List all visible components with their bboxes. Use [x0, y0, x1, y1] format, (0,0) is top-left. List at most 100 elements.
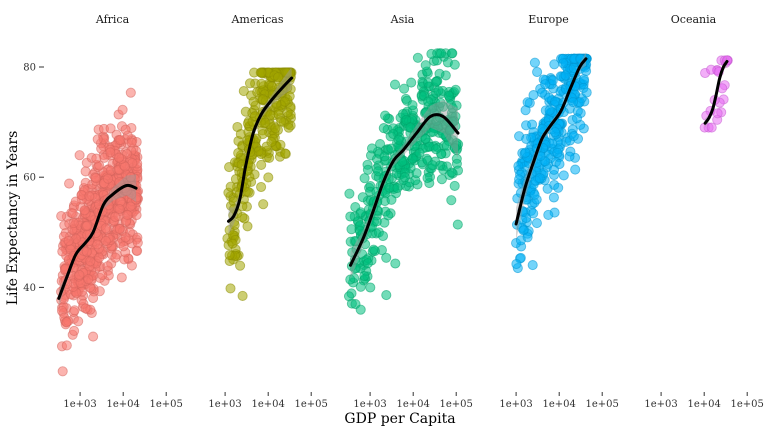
- x-tick-label: 1e+05: [731, 399, 764, 410]
- y-tick-label: 60: [23, 173, 36, 184]
- facets-layer: Africa 1e+03 1e+04 1e+05 Americas 1e+03 1e+04 1…: [56, 13, 764, 410]
- data-point: [68, 218, 79, 229]
- data-point: [280, 148, 291, 159]
- data-point: [90, 173, 101, 184]
- x-tick-label: 1e+05: [150, 399, 183, 410]
- data-point: [560, 70, 571, 81]
- data-point: [74, 150, 85, 161]
- data-point: [581, 87, 592, 98]
- data-point: [85, 256, 96, 267]
- data-point: [378, 123, 389, 134]
- data-point: [100, 235, 111, 246]
- facet-americas: Americas 1e+03 1e+04 1e+05: [208, 13, 327, 410]
- data-point: [114, 223, 125, 235]
- x-tick-label: 1e+05: [586, 399, 619, 410]
- data-point: [84, 191, 95, 202]
- data-point: [116, 272, 127, 283]
- data-point: [553, 182, 564, 193]
- data-point: [67, 208, 78, 219]
- data-point: [528, 208, 539, 219]
- x-axis-title: GDP per Capita: [344, 411, 455, 427]
- facet-title: Americas: [230, 13, 283, 26]
- data-point: [265, 110, 276, 121]
- data-point: [125, 87, 136, 98]
- data-point: [527, 119, 538, 130]
- data-point: [282, 107, 293, 118]
- data-point: [74, 269, 85, 281]
- data-point: [114, 152, 125, 163]
- data-point: [110, 211, 121, 222]
- scatter-points: [699, 55, 733, 133]
- data-point: [126, 260, 137, 271]
- data-point: [373, 166, 384, 177]
- facet-europe: Europe 1e+03 1e+04 1e+05: [499, 13, 618, 410]
- data-point: [88, 331, 99, 342]
- x-tick-label: 1e+03: [63, 399, 96, 410]
- data-point: [446, 195, 457, 206]
- facet-title: Africa: [95, 13, 130, 26]
- data-point: [229, 219, 240, 231]
- data-point: [266, 81, 277, 92]
- confidence-band: [58, 174, 137, 307]
- x-tick-label: 1e+05: [440, 399, 473, 410]
- data-point: [283, 122, 294, 133]
- data-point: [349, 263, 361, 274]
- data-point: [97, 269, 108, 280]
- data-point: [117, 104, 128, 115]
- data-point: [449, 143, 460, 154]
- data-point: [248, 96, 259, 107]
- scatter-points: [511, 53, 592, 274]
- data-point: [449, 180, 460, 191]
- data-point: [57, 366, 68, 377]
- x-tick-label: 1e+04: [397, 399, 430, 410]
- data-point: [520, 147, 531, 158]
- data-point: [365, 282, 376, 293]
- x-tick-label: 1e+05: [295, 399, 328, 410]
- data-point: [92, 134, 103, 145]
- data-point: [522, 97, 533, 108]
- data-point: [567, 97, 579, 108]
- data-point: [94, 252, 105, 263]
- trend-line: [57, 183, 138, 300]
- data-point: [256, 181, 267, 193]
- data-point: [362, 258, 373, 269]
- data-point: [529, 57, 540, 68]
- data-point: [411, 168, 422, 179]
- data-point: [237, 290, 248, 301]
- data-point: [389, 79, 401, 90]
- data-point: [266, 136, 277, 148]
- data-point: [527, 260, 538, 271]
- data-point: [345, 274, 356, 285]
- data-point: [276, 116, 287, 127]
- data-point: [224, 249, 235, 261]
- data-point: [225, 181, 236, 192]
- x-tick-label: 1e+04: [688, 399, 721, 410]
- x-tick-label: 1e+03: [208, 399, 241, 410]
- data-point: [80, 166, 91, 177]
- data-point: [383, 210, 394, 221]
- data-point: [435, 48, 447, 59]
- data-point: [397, 156, 408, 167]
- x-tick-label: 1e+04: [252, 399, 285, 410]
- data-point: [390, 258, 401, 269]
- x-tick-label: 1e+03: [353, 399, 386, 410]
- data-point: [406, 77, 417, 88]
- data-point: [114, 203, 125, 215]
- data-point: [430, 76, 441, 87]
- data-point: [359, 173, 370, 184]
- data-point: [449, 59, 460, 70]
- data-point: [380, 110, 391, 121]
- data-point: [131, 210, 142, 221]
- data-point: [550, 127, 561, 138]
- data-point: [407, 100, 418, 111]
- scatter-points: [343, 48, 464, 315]
- data-point: [271, 98, 282, 109]
- data-point: [69, 325, 80, 336]
- data-point: [115, 135, 126, 146]
- data-point: [79, 205, 90, 216]
- x-tick-label: 1e+04: [543, 399, 576, 410]
- data-point: [548, 192, 559, 203]
- y-axis-title: Life Expectancy in Years: [5, 131, 21, 306]
- data-point: [549, 59, 560, 70]
- data-point: [379, 151, 390, 162]
